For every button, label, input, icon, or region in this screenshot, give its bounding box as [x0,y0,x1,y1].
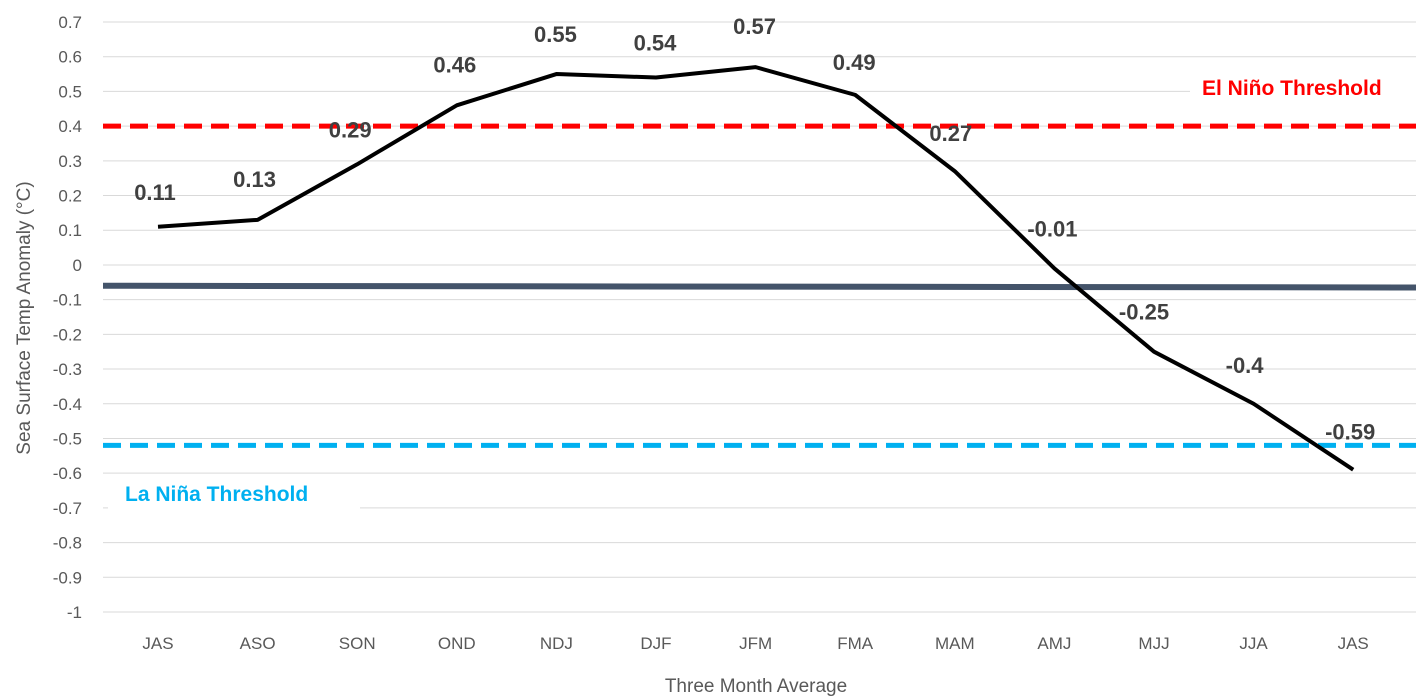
y-tick-label: 0.7 [58,13,82,32]
data-label: 0.13 [233,167,276,192]
data-labels: 0.11 0.13 0.29 0.46 0.55 0.54 0.57 0.49 0.27 -0.0… [134,14,1375,445]
x-tick-label: MJJ [1138,634,1169,653]
reference-line [102,282,1416,291]
y-tick-label: 0.2 [58,187,82,206]
el-nino-threshold-label-group: El Niño Threshold [1190,68,1416,108]
x-tick-label: ASO [240,634,276,653]
data-label: 0.55 [534,22,577,47]
data-label: 0.57 [733,14,776,39]
y-tick-label: 0.5 [58,82,82,101]
x-tick-label: SON [339,634,376,653]
y-tick-label: -0.8 [53,534,82,553]
x-tick-label: FMA [837,634,874,653]
la-nina-threshold-label-group: La Niña Threshold [108,474,360,516]
y-tick-label: -0.5 [53,429,82,448]
x-tick-label: AMJ [1037,634,1071,653]
y-tick-labels: 0.7 0.6 0.5 0.4 0.3 0.2 0.1 0 -0.1 -0.2 -0.3 -0.4 -0… [53,13,82,622]
data-label: -0.25 [1119,300,1169,325]
gridlines [103,21,1416,613]
data-label: -0.01 [1027,216,1077,241]
x-tick-labels: JAS ASO SON OND NDJ DJF JFM FMA MAM AMJ MJJ JJA JAS [142,634,1368,653]
y-tick-label: -1 [67,603,82,622]
y-tick-label: -0.1 [53,291,82,310]
y-axis-title: Sea Surface Temp Anomaly (°C) [14,181,35,454]
x-axis-title: Three Month Average [665,676,847,697]
y-tick-label: 0.1 [58,221,82,240]
la-nina-threshold-label: La Niña Threshold [125,483,308,506]
y-tick-label: -0.3 [53,360,82,379]
el-nino-label-bg [1190,68,1416,108]
x-tick-label: NDJ [540,634,573,653]
x-tick-label: JFM [739,634,772,653]
x-tick-label: JJA [1239,634,1268,653]
data-label: 0.29 [329,117,372,142]
data-label: 0.46 [433,52,476,77]
data-label: -0.59 [1325,420,1375,445]
x-tick-label: MAM [935,634,975,653]
x-tick-label: DJF [640,634,671,653]
y-tick-label: -0.6 [53,464,82,483]
y-tick-label: -0.4 [53,395,82,414]
reference-line-group [102,282,1416,291]
x-tick-label: OND [438,634,476,653]
data-label: -0.4 [1226,353,1265,378]
threshold-lines [103,123,1416,448]
data-label: 0.54 [634,31,678,56]
el-nino-threshold-label: El Niño Threshold [1202,77,1382,100]
y-tick-label: -0.7 [53,499,82,518]
y-tick-label: -0.9 [53,568,82,587]
y-tick-label: 0.6 [58,48,82,67]
series-group [157,65,1355,472]
y-tick-label: 0.3 [58,152,82,171]
data-label: 0.27 [929,121,972,146]
y-tick-label: 0.4 [58,117,82,136]
la-nina-label-bg [108,474,360,516]
x-tick-label: JAS [142,634,173,653]
y-tick-label: -0.2 [53,325,82,344]
data-label: 0.11 [134,180,176,205]
x-tick-label: JAS [1338,634,1369,653]
y-tick-label: 0 [73,256,82,275]
data-label: 0.49 [833,50,876,75]
